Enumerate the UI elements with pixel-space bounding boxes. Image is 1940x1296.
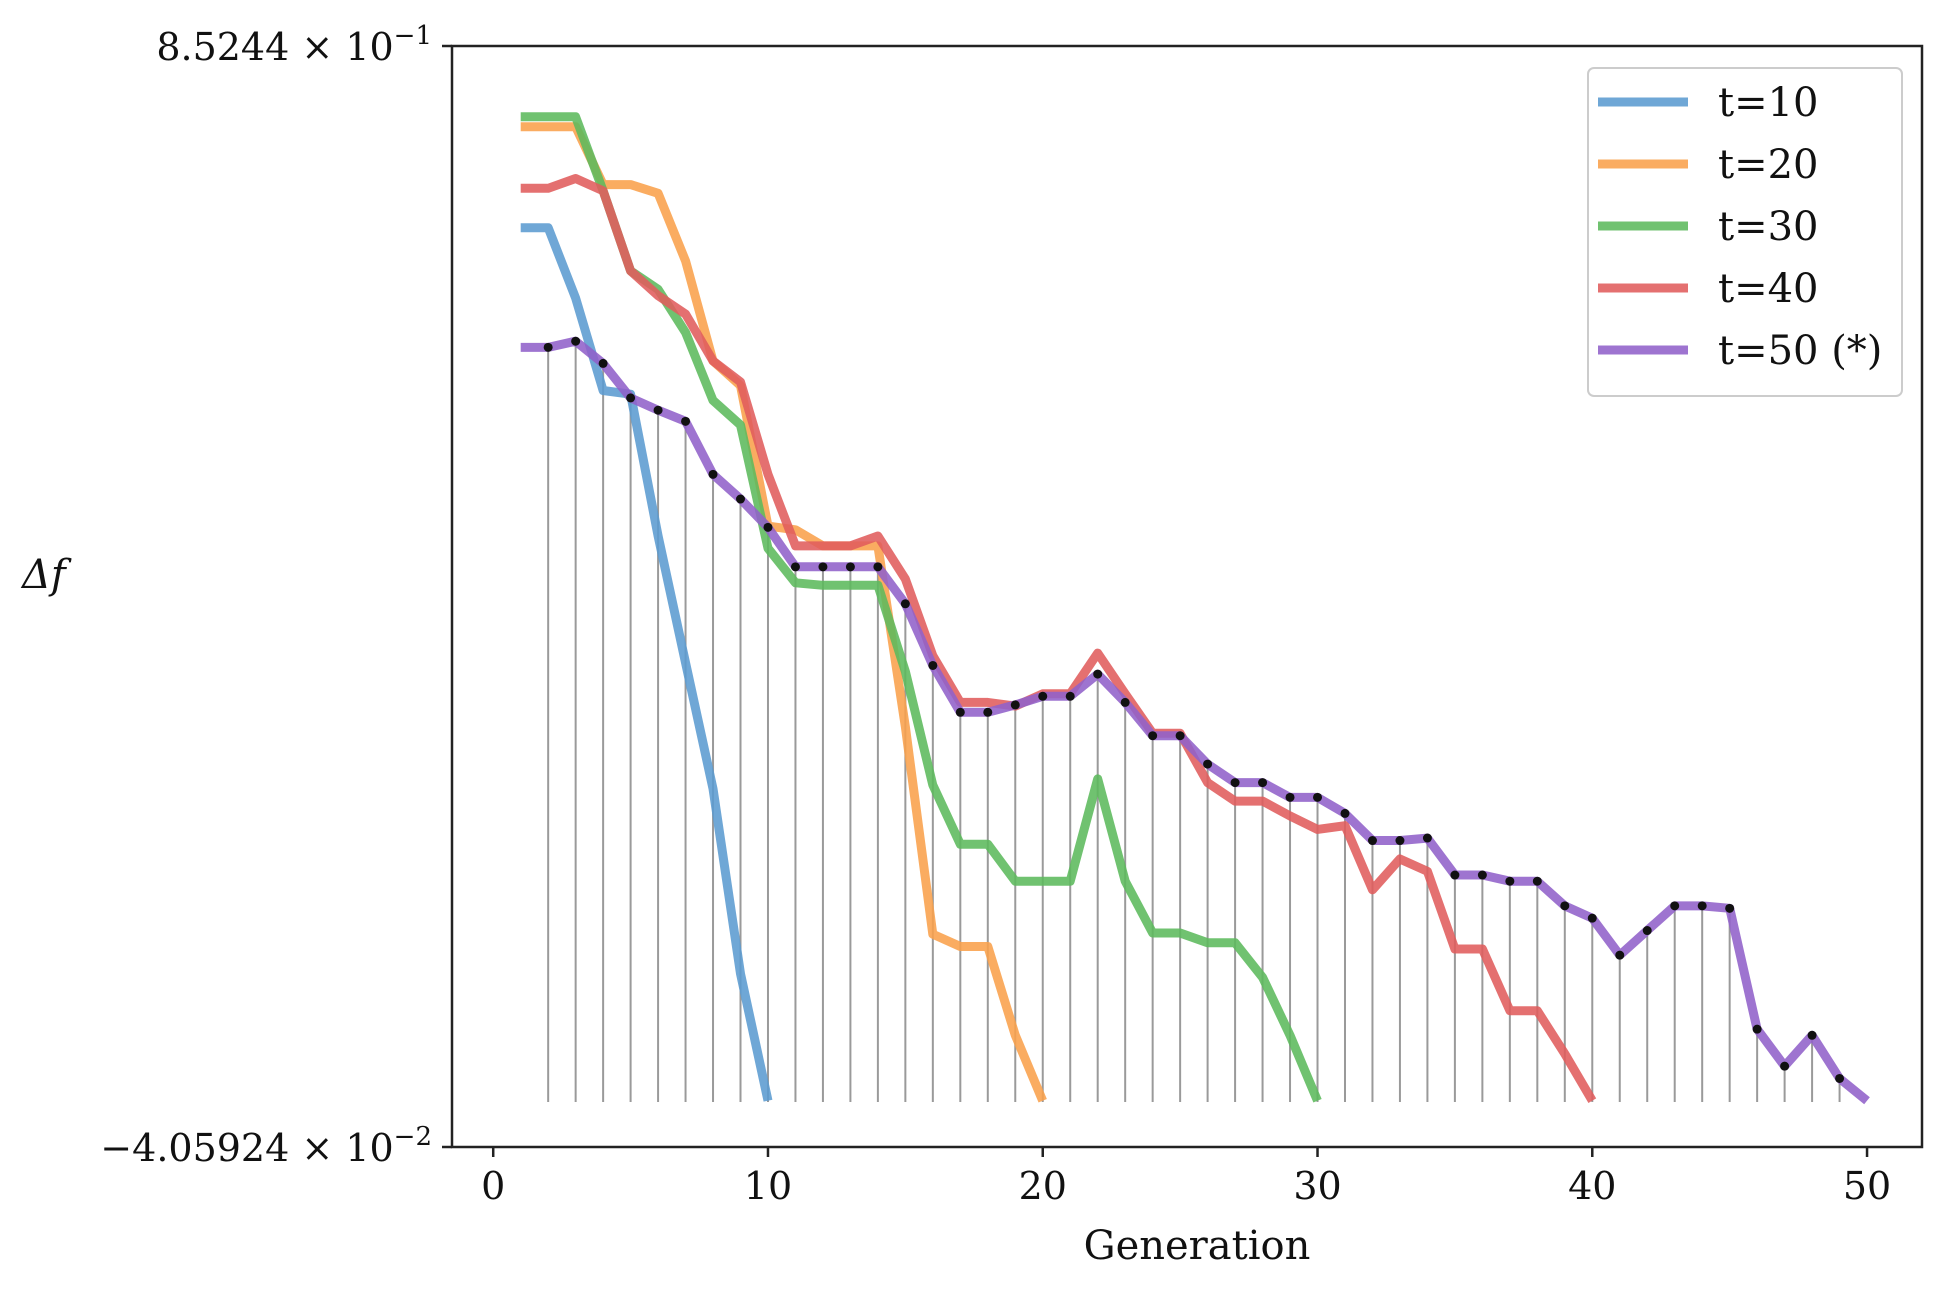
data-point-marker	[1587, 913, 1597, 923]
data-point-marker	[1120, 697, 1130, 707]
data-point-marker	[1230, 778, 1240, 788]
data-point-marker	[1752, 1024, 1762, 1034]
data-point-marker	[790, 562, 800, 572]
data-point-marker	[1532, 876, 1542, 886]
data-point-marker	[928, 660, 938, 670]
data-point-marker	[736, 494, 746, 504]
legend-box	[1587, 67, 1903, 397]
data-point-marker	[818, 562, 828, 572]
legend: t=10 t=20 t=30 t=40 t=50 (*)	[1587, 67, 1903, 397]
data-point-marker	[571, 336, 581, 346]
data-point-marker	[1780, 1061, 1790, 1071]
data-point-marker	[543, 342, 553, 352]
data-point-marker	[1065, 691, 1075, 701]
data-point-marker	[845, 562, 855, 572]
marker-stems	[547, 341, 1841, 1102]
legend-label: t=50 (*)	[1718, 328, 1882, 374]
data-point-marker	[1615, 950, 1625, 960]
series-line-t-20	[520, 122, 1047, 1103]
y-tick-label-top: 8.5244 × 10−1	[156, 21, 432, 69]
plot-area-frame	[450, 44, 1924, 1149]
data-point-marker	[1670, 901, 1680, 911]
legend-label: t=20	[1718, 142, 1819, 188]
data-point-marker	[1313, 792, 1323, 802]
legend-label: t=30	[1718, 204, 1819, 250]
x-tick-label: 30	[1293, 1164, 1341, 1208]
legend-label: t=10	[1718, 80, 1819, 126]
x-tick-label: 20	[1019, 1164, 1067, 1208]
series-markers	[543, 336, 1845, 1083]
data-point-marker	[1203, 759, 1213, 769]
data-point-marker	[1560, 901, 1570, 911]
data-point-marker	[900, 599, 910, 609]
data-point-marker	[1010, 700, 1020, 710]
x-axis-ticks: 0 10 20 30 40 50	[481, 1147, 1891, 1208]
legend-label: t=40	[1718, 266, 1819, 312]
data-point-marker	[1340, 808, 1350, 818]
series-line-t-50	[520, 336, 1870, 1105]
data-point-marker	[653, 405, 663, 415]
x-tick-label: 50	[1843, 1164, 1891, 1208]
data-point-marker	[1148, 731, 1158, 741]
data-point-marker	[1807, 1030, 1817, 1040]
x-tick-label: 0	[481, 1164, 505, 1208]
data-point-marker	[1093, 669, 1103, 679]
data-point-marker	[1285, 792, 1295, 802]
data-point-marker	[626, 393, 636, 403]
data-point-marker	[1395, 836, 1405, 846]
data-point-marker	[1175, 731, 1185, 741]
data-point-marker	[708, 469, 718, 479]
data-point-marker	[1642, 926, 1652, 936]
data-point-marker	[1477, 870, 1487, 880]
data-point-marker	[681, 416, 691, 426]
data-point-marker	[1038, 691, 1048, 701]
data-point-marker	[1725, 903, 1735, 913]
data-point-marker	[955, 707, 965, 717]
data-point-marker	[598, 358, 608, 368]
x-axis-title: Generation	[1084, 1223, 1311, 1269]
data-point-marker	[1697, 901, 1707, 911]
data-point-marker	[1422, 833, 1432, 843]
series-line-t-10	[520, 223, 773, 1102]
data-point-marker	[1367, 836, 1377, 846]
y-axis-title: Δf	[20, 552, 72, 598]
data-point-marker	[983, 707, 993, 717]
y-tick-label-bottom: −4.05924 × 10−2	[100, 1122, 432, 1170]
data-point-marker	[1258, 778, 1268, 788]
data-point-marker	[873, 562, 883, 572]
data-point-marker	[1505, 876, 1515, 886]
x-tick-label: 40	[1568, 1164, 1616, 1208]
data-point-marker	[1835, 1073, 1845, 1083]
data-point-marker	[1450, 870, 1460, 880]
x-tick-label: 10	[744, 1164, 792, 1208]
series-lines	[520, 112, 1870, 1105]
data-point-marker	[763, 522, 773, 532]
